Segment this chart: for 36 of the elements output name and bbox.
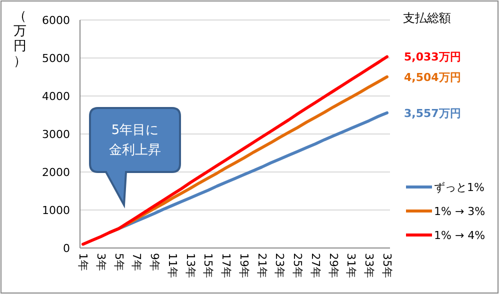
x-tick-label: 13年 [184, 253, 197, 278]
x-tick-label: 25年 [291, 253, 304, 278]
x-tick-label: 11年 [166, 253, 179, 278]
x-tick-label: 9年 [148, 253, 162, 271]
y-tick-label: 6000 [42, 14, 70, 27]
callout: 5年目に金利上昇 [89, 107, 181, 206]
y-axis-title: （万円） [14, 9, 26, 69]
data-label: 5,033万円 [404, 50, 461, 64]
legend-label: ずっと1% [434, 181, 484, 194]
line-series [82, 55, 388, 246]
legend-label: 1% → 3% [434, 205, 486, 218]
x-tick-label: 3年 [94, 253, 108, 271]
text: 支払総額 [403, 11, 451, 25]
x-tick-label: 33年 [362, 253, 376, 278]
x-tick-label: 23年 [273, 253, 286, 278]
x-tick-label: 5年 [112, 253, 126, 271]
data-label: 3,557万円 [404, 106, 461, 120]
y-tick-label: 0 [63, 242, 70, 255]
y-tick-label: 3000 [42, 128, 70, 141]
y-tick-label: 2000 [42, 166, 70, 179]
y-tick-label: 1000 [42, 204, 70, 217]
y-tick-label: 4000 [42, 90, 70, 103]
data-label: 4,504万円 [404, 70, 461, 84]
x-tick-label: 19年 [237, 253, 250, 278]
x-tick-label: 15年 [202, 253, 215, 278]
annotation: 5年目に金利上昇 [109, 123, 161, 158]
legend-label: 1% → 4% [434, 229, 486, 242]
x-tick-label: 17年 [220, 253, 233, 278]
x-tick-label: 27年 [308, 253, 322, 278]
x-tick-label: 31年 [344, 253, 358, 278]
x-tick-label: 1年 [76, 253, 90, 271]
x-tick-label: 35年 [380, 253, 394, 278]
x-tick-label: 21年 [255, 253, 268, 278]
y-tick-label: 5000 [42, 52, 70, 65]
x-tick-label: 7年 [130, 253, 144, 271]
x-tick-label: 29年 [326, 253, 340, 278]
